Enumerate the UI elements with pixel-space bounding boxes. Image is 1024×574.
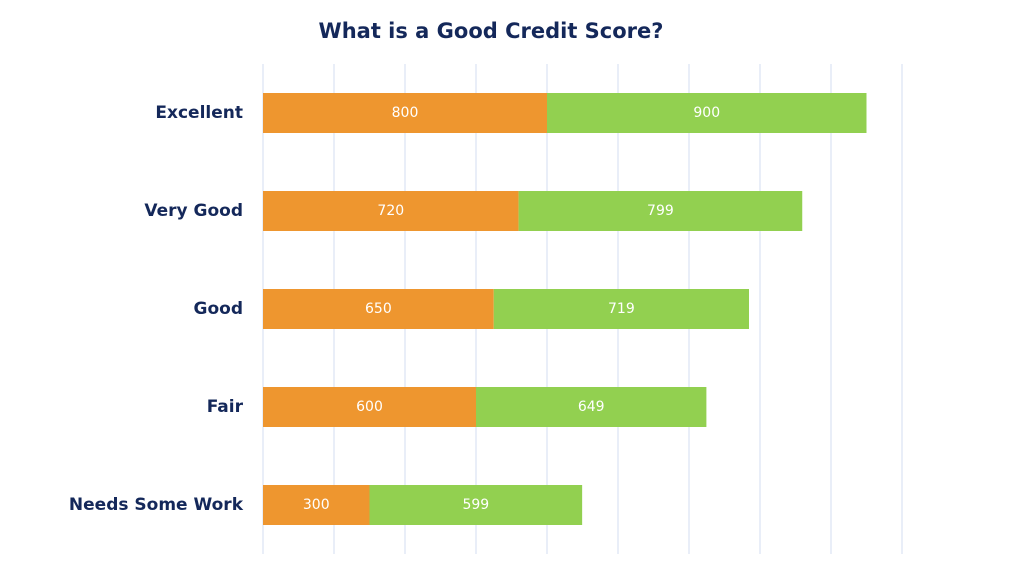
data-label: 720 [377,203,404,219]
data-label: 599 [462,497,489,513]
bar-segment [263,387,476,427]
data-label: 900 [693,105,720,121]
bar-segment [263,485,370,525]
category-label: Good [194,299,243,319]
data-label: 800 [392,105,419,121]
bar-segment [476,387,707,427]
category-label: Very Good [144,201,243,221]
data-label: 719 [608,301,635,317]
bar-segment [263,191,519,231]
chart-title: What is a Good Credit Score? [319,19,664,43]
category-label: Fair [207,397,244,417]
category-label: Needs Some Work [69,495,244,515]
bar-segment [547,93,867,133]
category-label: Excellent [155,103,243,123]
data-label: 600 [356,399,383,415]
data-label: 650 [365,301,392,317]
bar-segment [263,93,547,133]
data-label: 799 [647,203,674,219]
bar-segment [493,289,749,329]
data-label: 300 [303,497,330,513]
data-label: 649 [578,399,605,415]
bar-segment [518,191,803,231]
bar-segment [263,289,494,329]
bar-segment [369,485,583,525]
